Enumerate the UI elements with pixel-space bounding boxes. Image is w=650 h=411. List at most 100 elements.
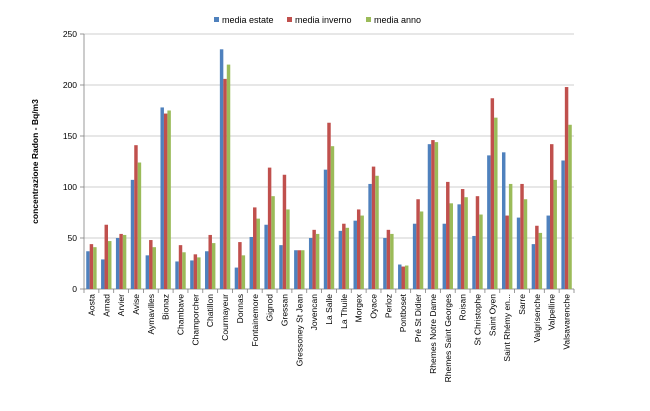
bar [234,267,239,289]
bar [475,196,480,289]
category-label: Perloz [383,294,393,318]
bar [297,250,302,289]
y-tick-label: 0 [72,284,77,294]
bar [108,241,112,289]
bar [145,255,150,289]
bar [390,233,394,289]
legend-label: media inverno [295,15,352,25]
category-label: Valpelline [547,294,557,331]
bar [412,223,417,289]
bar [561,160,565,289]
bar [535,225,539,289]
bar [238,242,242,289]
bar [487,155,491,289]
bar [137,162,142,289]
category-label: Saint Rhémy en... [502,294,512,362]
bar [301,250,305,289]
legend-swatch [214,17,219,22]
category-label: Rhemes Saint Georges [443,294,453,382]
bar [130,179,135,289]
bar [101,259,105,289]
bar [152,247,157,289]
category-label: Aymavilles [146,294,156,334]
bar [86,251,90,289]
bar [386,229,391,289]
bar [208,234,212,289]
category-label: Arnad [101,294,111,317]
bar [134,145,138,289]
bar [479,214,483,289]
category-label: Sarre [517,294,527,315]
bar [508,183,513,289]
bar [427,144,432,289]
bar [175,261,179,289]
bar [546,215,550,289]
bar [401,266,405,289]
bar [568,124,572,289]
bar [360,215,364,289]
bar [219,49,224,289]
bar [211,243,216,289]
legend-label: media anno [374,15,421,25]
bar [267,167,272,289]
bar [442,223,447,289]
bar [383,238,387,289]
bar [115,238,120,289]
category-label: Rhemes Notre Dame [428,294,438,374]
category-label: Gignod [265,294,275,322]
category-label: Donnas [235,294,245,323]
bar [282,174,287,289]
bar [538,232,543,289]
category-label: La Salle [324,294,334,325]
bar [419,211,424,289]
y-axis-title: concentrazione Radon - Bq/m3 [30,99,40,224]
bar [122,234,127,289]
bar [286,209,290,289]
bar [193,254,198,289]
bar [490,98,495,289]
bar [323,169,328,289]
category-label: Fontainemore [250,294,260,347]
category-label: Saint Oyen [487,294,497,336]
bar [256,218,260,289]
category-label: Gressoney St Jean [294,294,304,367]
bar [312,229,316,289]
bar [149,240,153,289]
bar [190,260,194,289]
bar [330,146,335,289]
bar [353,220,357,289]
category-label: Valsavarenche [562,294,572,350]
bar [160,107,164,289]
bar [531,244,536,289]
bar [398,264,402,289]
bar [197,257,201,289]
bar [464,197,468,289]
category-label: Pontboset [398,293,408,332]
bar [520,183,524,289]
bar [368,183,372,289]
bar [271,196,275,289]
bar [549,144,554,289]
category-label: Aosta [86,294,96,316]
bar [501,152,506,289]
bar [241,255,246,289]
bar [119,233,123,289]
bar [294,250,298,289]
bar [163,113,168,289]
bar [93,247,97,289]
bar [223,78,227,289]
bar [457,204,461,289]
bar [449,203,453,289]
bar [505,215,509,289]
bar [253,207,257,289]
bar [523,199,528,289]
bar [356,209,361,289]
category-label: St Christophe [472,294,482,346]
category-label: Arvier [116,294,126,316]
category-label: Roisan [458,294,468,321]
bar [205,251,209,289]
category-label: Champorcher [190,294,200,346]
bar [342,223,346,289]
